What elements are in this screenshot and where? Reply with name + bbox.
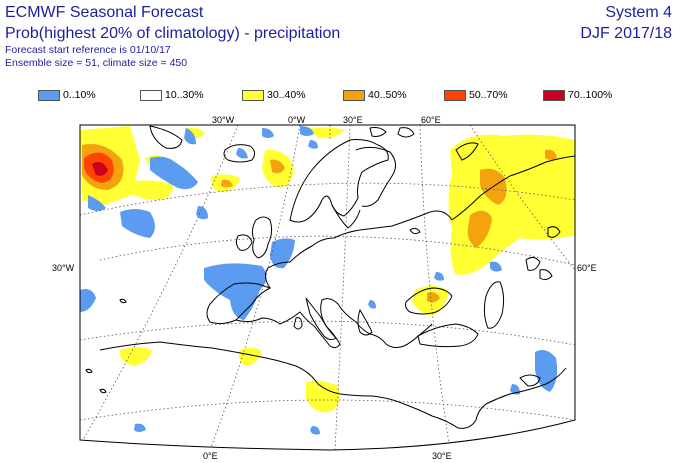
lon-label-bottom: 30°E bbox=[432, 451, 452, 461]
map-content bbox=[80, 125, 575, 450]
lon-label-bottom: 0°E bbox=[203, 451, 218, 461]
system-label: System 4 bbox=[605, 4, 672, 21]
shading-darkred bbox=[92, 162, 108, 176]
lon-label-top: 30°E bbox=[343, 115, 363, 125]
legend-label: 50..70% bbox=[469, 89, 508, 101]
shading-blue bbox=[80, 126, 558, 435]
start-reference: Forecast start reference is 01/10/17 bbox=[5, 44, 171, 56]
forecast-subtitle: Prob(highest 20% of climatology) - preci… bbox=[5, 25, 341, 42]
map-frame bbox=[79, 124, 576, 451]
lon-label-top: 60°E bbox=[421, 115, 441, 125]
lon-label-top: 30°W bbox=[212, 115, 235, 125]
legend-label: 40..50% bbox=[368, 89, 407, 101]
lat-label-left: 30°W bbox=[52, 263, 75, 273]
legend-swatch bbox=[444, 90, 466, 101]
forecast-title: ECMWF Seasonal Forecast bbox=[5, 4, 204, 21]
legend-swatch bbox=[242, 90, 264, 101]
legend-swatch bbox=[140, 90, 162, 101]
legend-label: 30..40% bbox=[267, 89, 306, 101]
lat-label-right: 60°E bbox=[577, 263, 597, 273]
coastlines bbox=[85, 125, 575, 429]
legend-swatch bbox=[543, 90, 565, 101]
legend-swatch bbox=[38, 90, 60, 101]
legend-label: 0..10% bbox=[63, 89, 96, 101]
lon-label-top: 0°W bbox=[288, 115, 306, 125]
season-label: DJF 2017/18 bbox=[580, 25, 672, 42]
legend-swatch bbox=[343, 90, 365, 101]
ensemble-size: Ensemble size = 51, climate size = 450 bbox=[5, 57, 188, 69]
legend-label: 10..30% bbox=[165, 89, 204, 101]
legend-label: 70..100% bbox=[568, 89, 613, 101]
